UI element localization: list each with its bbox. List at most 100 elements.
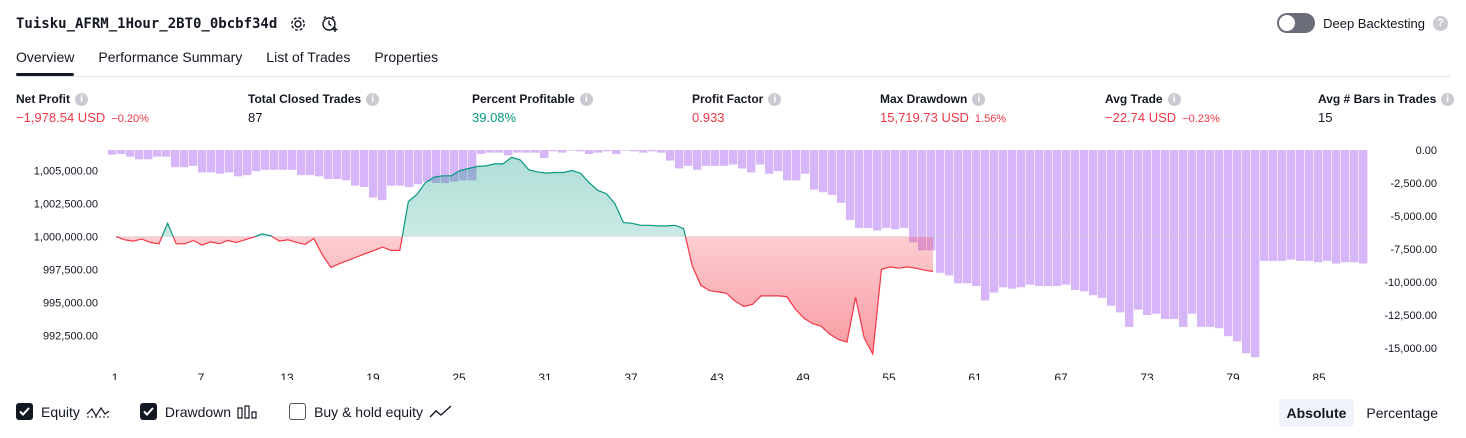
drawdown-bar: [1233, 150, 1242, 342]
legend-buy-hold-label: Buy & hold equity: [314, 403, 424, 420]
drawdown-bar: [828, 150, 837, 195]
metric-percent: 1.56%: [974, 113, 1007, 125]
equity-checkbox[interactable]: [16, 403, 33, 420]
drawdown-bar: [468, 150, 477, 181]
drawdown-bar: [351, 150, 360, 186]
drawdown-bar: [819, 150, 828, 193]
metric-profit-factor: Profit Factor i 0.933: [692, 92, 782, 125]
drawdown-bar: [315, 150, 324, 177]
drawdown-bar: [153, 150, 162, 157]
drawdown-bar: [909, 150, 918, 243]
drawdown-bar: [999, 150, 1008, 288]
x-tick: 55: [882, 371, 896, 380]
percentage-button[interactable]: Percentage: [1366, 405, 1438, 421]
info-icon[interactable]: i: [366, 92, 380, 106]
x-tick: 85: [1312, 371, 1326, 380]
drawdown-bar: [1359, 150, 1368, 264]
drawdown-bar: [369, 150, 378, 198]
info-icon[interactable]: i: [972, 92, 986, 106]
drawdown-bar: [891, 150, 900, 230]
info-icon[interactable]: i: [579, 92, 593, 106]
drawdown-bar: [936, 150, 945, 273]
buy-hold-checkbox[interactable]: [289, 403, 307, 420]
absolute-button[interactable]: Absolute: [1278, 399, 1355, 427]
add-alert-clock-icon[interactable]: [319, 13, 341, 35]
drawdown-bar: [1017, 150, 1026, 288]
drawdown-bar: [189, 150, 198, 166]
drawdown-checkbox[interactable]: [139, 403, 157, 420]
drawdown-bar: [414, 150, 423, 185]
y-tick-left: 1,005,000.00: [34, 166, 98, 178]
metric-value: 87: [248, 110, 263, 125]
gear-icon[interactable]: [287, 13, 309, 35]
chart-legend: Equity Drawdown Buy & hold equity: [16, 403, 483, 420]
drawdown-bar: [450, 150, 459, 182]
drawdown-bar: [810, 150, 819, 190]
drawdown-bar: [954, 150, 963, 284]
info-icon[interactable]: i: [768, 92, 782, 106]
x-tick: 73: [1140, 371, 1154, 380]
info-icon[interactable]: i: [1441, 92, 1455, 106]
legend-drawdown[interactable]: Drawdown: [139, 403, 259, 420]
drawdown-bar: [1035, 150, 1044, 286]
drawdown-bar: [1341, 150, 1350, 263]
drawdown-bar: [1116, 150, 1125, 313]
x-tick: 13: [280, 371, 294, 380]
drawdown-bar: [702, 150, 711, 166]
metric-net-profit: Net Profit i −1,978.54 USD −0.20%: [16, 92, 149, 125]
drawdown-bar: [873, 150, 882, 231]
metric-label: Avg # Bars in Trades: [1318, 92, 1437, 106]
drawdown-bar: [792, 150, 801, 181]
drawdown-bar: [558, 150, 567, 153]
drawdown-bar: [1044, 150, 1053, 286]
drawdown-bar: [774, 150, 783, 172]
drawdown-bar: [549, 150, 558, 152]
drawdown-bar: [1269, 150, 1278, 261]
x-tick: 19: [366, 371, 380, 380]
drawdown-bar: [135, 150, 144, 160]
deep-backtesting: Deep Backtesting ?: [1277, 13, 1448, 33]
metric-total-closed-trades: Total Closed Trades i 87: [248, 92, 380, 125]
drawdown-bar: [1080, 150, 1089, 292]
drawdown-bar: [684, 150, 693, 166]
display-mode-switch: Absolute Percentage: [1278, 399, 1447, 427]
drawdown-bar: [342, 150, 351, 181]
drawdown-bar: [765, 150, 774, 174]
drawdown-bar: [1260, 150, 1269, 261]
y-tick-right: -12,500.00: [1384, 310, 1437, 322]
tab-list-of-trades[interactable]: List of Trades: [266, 49, 351, 65]
drawdown-bar: [990, 150, 999, 293]
tab-properties[interactable]: Properties: [374, 49, 439, 65]
legend-equity[interactable]: Equity: [16, 403, 110, 420]
help-icon[interactable]: ?: [1433, 15, 1448, 31]
drawdown-bar: [1287, 150, 1296, 260]
equity-drawdown-chart[interactable]: 1,005,000.00 1,002,500.00 1,000,000.00 997,…: [0, 140, 1466, 380]
tab-performance-summary[interactable]: Performance Summary: [98, 49, 243, 65]
equity-area: [116, 157, 1368, 354]
drawdown-bar: [612, 150, 621, 154]
metric-value: −1,978.54 USD: [16, 110, 106, 125]
x-tick: 61: [968, 371, 982, 380]
drawdown-bar: [1314, 150, 1323, 263]
metric-label: Avg Trade: [1105, 92, 1163, 106]
y-axis-right: 0.00 -2,500.00 -5,000.00 -7,500.00 -10,000.0…: [1384, 145, 1437, 355]
drawdown-bar: [945, 150, 954, 276]
metric-value: 15: [1318, 110, 1333, 125]
drawdown-bar: [1224, 150, 1233, 337]
drawdown-bar: [540, 150, 549, 158]
y-tick-right: 0.00: [1416, 145, 1437, 157]
tab-overview[interactable]: Overview: [16, 44, 75, 76]
drawdown-bar: [171, 150, 180, 168]
drawdown-bar: [405, 150, 414, 187]
drawdown-bar: [180, 150, 189, 168]
drawdown-bar: [1305, 150, 1314, 261]
info-icon[interactable]: i: [75, 92, 88, 106]
drawdown-bar: [918, 150, 927, 251]
legend-buy-hold[interactable]: Buy & hold equity: [289, 403, 453, 420]
deep-backtesting-toggle[interactable]: [1277, 13, 1316, 33]
drawdown-bar: [198, 150, 207, 173]
info-icon[interactable]: i: [1167, 92, 1181, 106]
metric-max-drawdown: Max Drawdown i 15,719.73 USD 1.56%: [880, 92, 1006, 125]
equity-line-profit: [116, 156, 687, 237]
metrics-row: Net Profit i −1,978.54 USD −0.20% Total Cl…: [16, 92, 1455, 132]
